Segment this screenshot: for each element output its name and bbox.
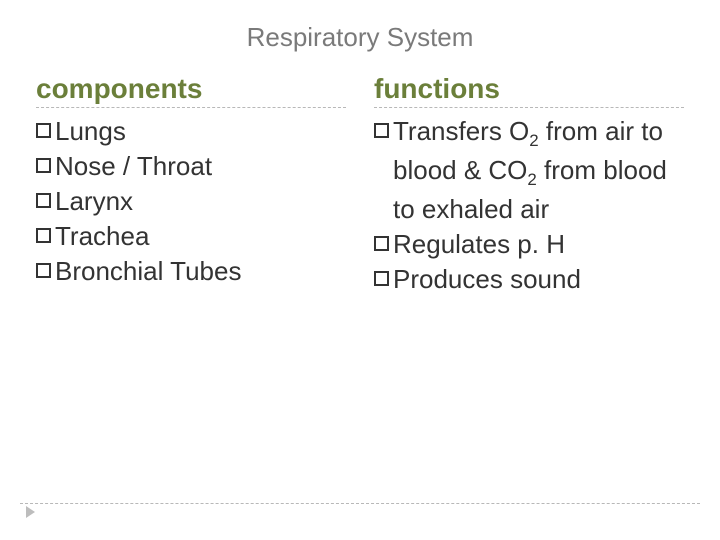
left-heading: components bbox=[36, 73, 346, 108]
list-item-text: Lungs bbox=[55, 114, 346, 149]
right-heading: functions bbox=[374, 73, 684, 108]
list-item: Produces sound bbox=[374, 262, 684, 297]
list-item-text: Trachea bbox=[55, 219, 346, 254]
list-item: Bronchial Tubes bbox=[36, 254, 346, 289]
left-items: LungsNose / ThroatLarynxTracheaBronchial… bbox=[36, 114, 346, 289]
list-item-text: Larynx bbox=[55, 184, 346, 219]
content-columns: components LungsNose / ThroatLarynxTrach… bbox=[0, 53, 720, 297]
right-column: functions Transfers O2 from air to blood… bbox=[374, 73, 684, 297]
footer-divider bbox=[20, 503, 700, 504]
footer-arrow-icon bbox=[26, 506, 35, 518]
list-item-text: Regulates p. H bbox=[393, 227, 684, 262]
checkbox-bullet-icon bbox=[36, 193, 51, 208]
list-item-text: Nose / Throat bbox=[55, 149, 346, 184]
slide-title: Respiratory System bbox=[0, 0, 720, 53]
list-item-text: Produces sound bbox=[393, 262, 684, 297]
list-item: Larynx bbox=[36, 184, 346, 219]
list-item: Nose / Throat bbox=[36, 149, 346, 184]
list-item: Trachea bbox=[36, 219, 346, 254]
list-item: Transfers O2 from air to blood & CO2 fro… bbox=[374, 114, 684, 227]
list-item: Regulates p. H bbox=[374, 227, 684, 262]
checkbox-bullet-icon bbox=[36, 228, 51, 243]
left-column: components LungsNose / ThroatLarynxTrach… bbox=[36, 73, 346, 297]
checkbox-bullet-icon bbox=[374, 236, 389, 251]
list-item-text: Transfers O2 from air to blood & CO2 fro… bbox=[393, 114, 684, 227]
list-item-text: Bronchial Tubes bbox=[55, 254, 346, 289]
checkbox-bullet-icon bbox=[36, 158, 51, 173]
checkbox-bullet-icon bbox=[36, 123, 51, 138]
list-item: Lungs bbox=[36, 114, 346, 149]
checkbox-bullet-icon bbox=[36, 263, 51, 278]
checkbox-bullet-icon bbox=[374, 123, 389, 138]
checkbox-bullet-icon bbox=[374, 271, 389, 286]
right-items: Transfers O2 from air to blood & CO2 fro… bbox=[374, 114, 684, 297]
